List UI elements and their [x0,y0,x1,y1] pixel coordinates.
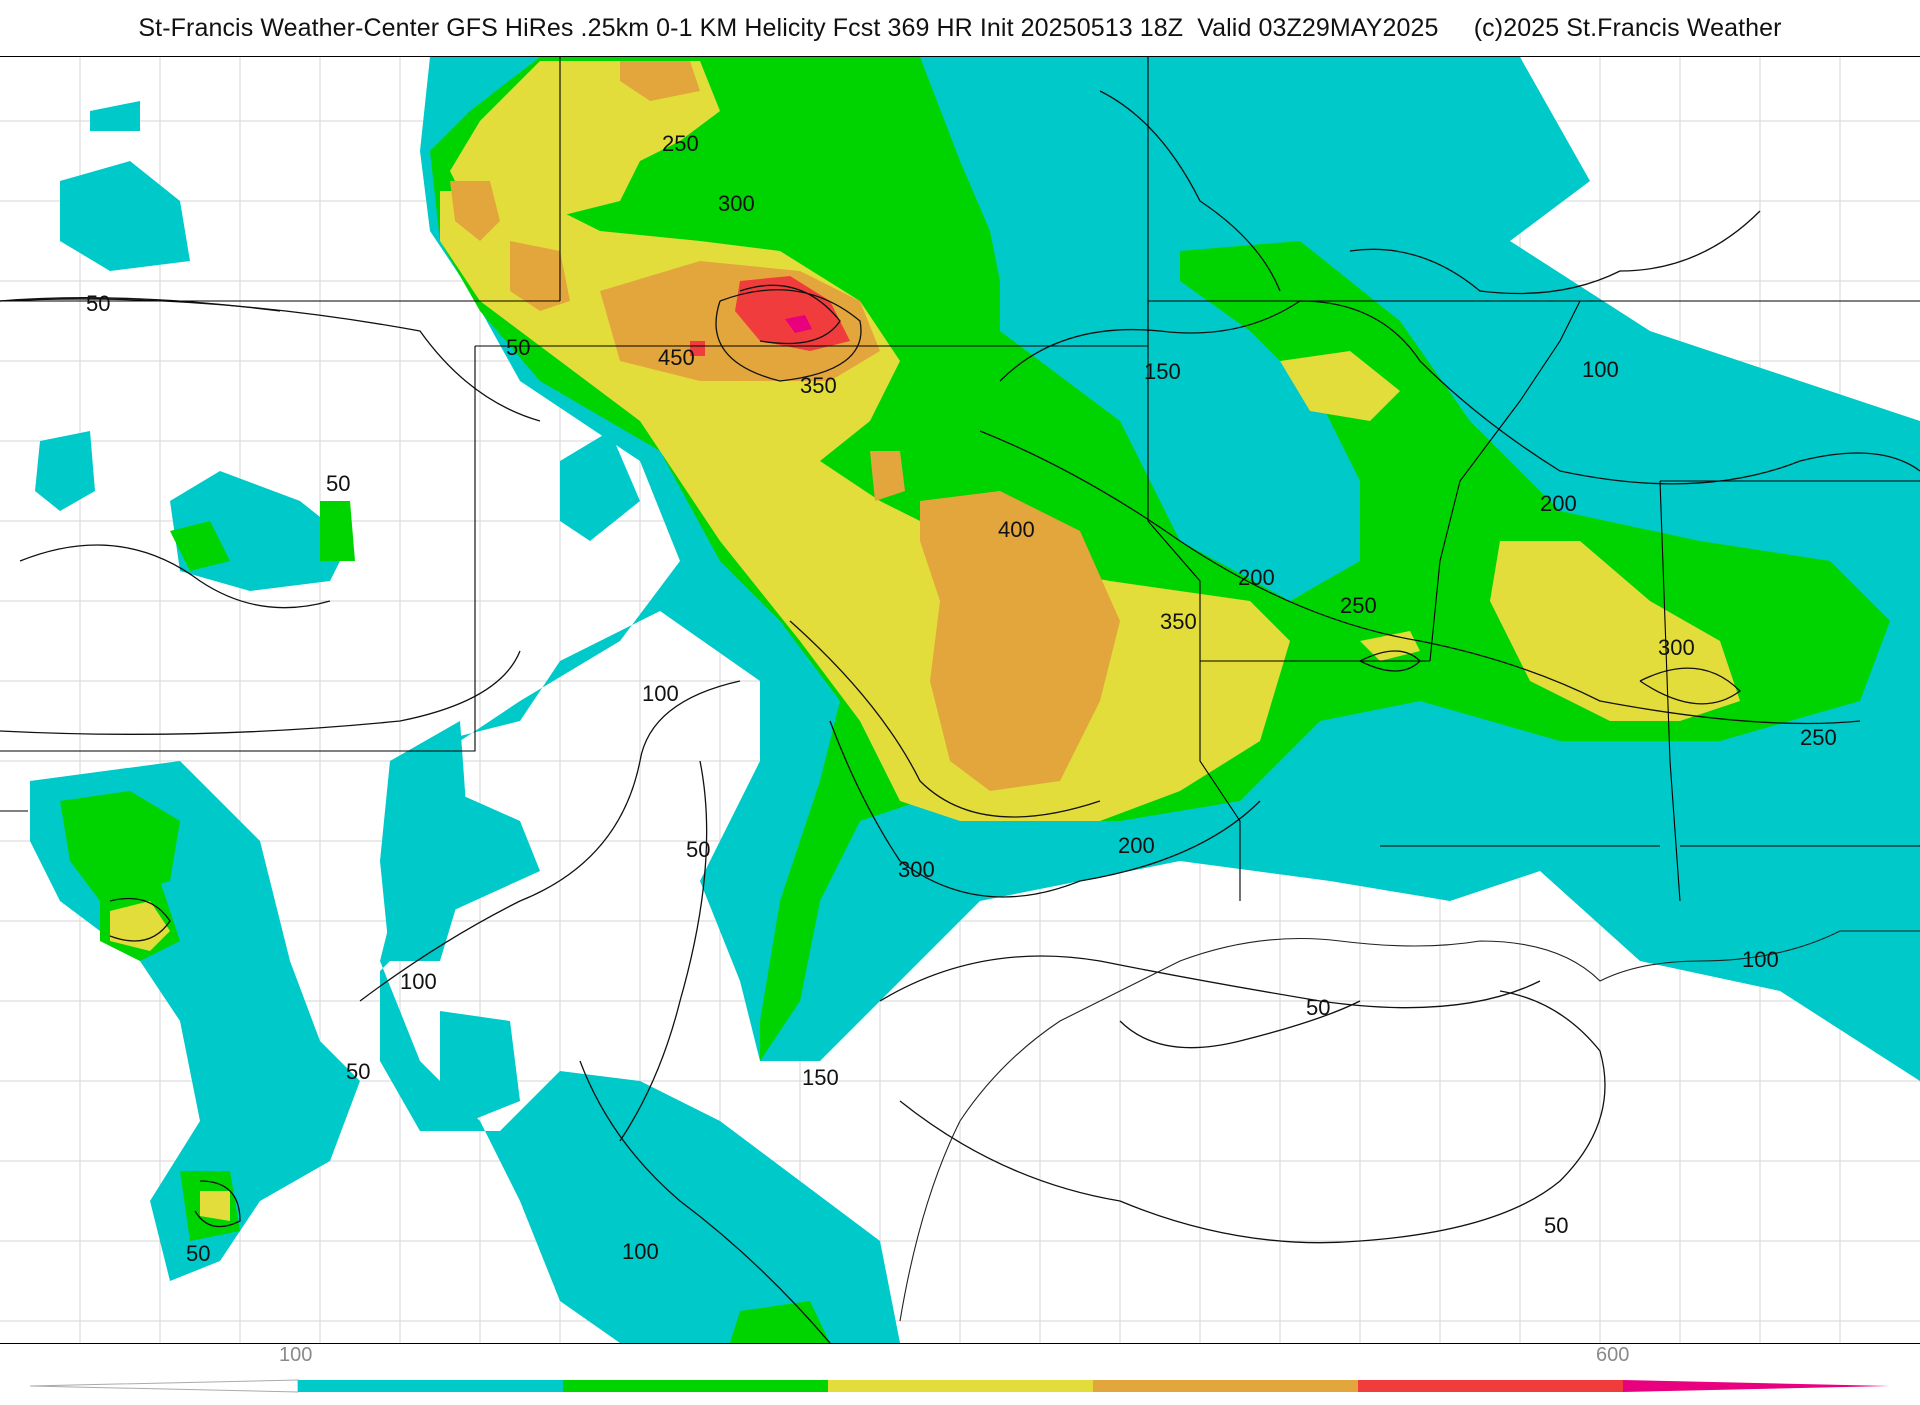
colorbar-segment-yellow [828,1380,1093,1392]
contour-label: 50 [346,1059,370,1084]
colorbar-tick-label: 100 [279,1344,313,1366]
contour-label: 50 [1306,995,1330,1020]
colorbar-segment-orange [1093,1380,1358,1392]
contour-label: 100 [1582,357,1619,382]
contour-label: 50 [506,335,530,360]
contour-lines [0,90,1920,1343]
contour-label: 450 [658,345,695,370]
contour-label: 300 [898,857,935,882]
colorbar-tick-label: 600 [1596,1344,1630,1366]
contour-label: 200 [1118,833,1155,858]
band-magenta [785,315,812,333]
contour-label: 250 [1340,593,1377,618]
contour-label: 50 [326,471,350,496]
contour-label: 50 [186,1241,210,1266]
colorbar-left-tip [29,1379,299,1393]
contour-labels: 250 300 450 350 150 100 50 50 50 400 200… [86,131,1837,1266]
contour-label: 50 [86,291,110,316]
contour-label: 200 [1238,565,1275,590]
contour-label: 100 [1742,947,1779,972]
contour-label: 100 [622,1239,659,1264]
contour-label: 300 [718,191,755,216]
contour-label: 150 [802,1065,839,1090]
contour-label: 250 [1800,725,1837,750]
helicity-map: 250 300 450 350 150 100 50 50 50 400 200… [0,56,1920,1344]
contour-label: 200 [1540,491,1577,516]
contour-label: 250 [662,131,699,156]
contour-label: 50 [1544,1213,1568,1238]
chart-title: St-Francis Weather-Center GFS HiRes .25k… [138,14,1782,42]
contour-label: 300 [1658,635,1695,660]
contour-label: 100 [642,681,679,706]
colorbar-segment-green [563,1380,828,1392]
colorbar-right-tip [1623,1380,1890,1392]
contour-label: 150 [1144,359,1181,384]
contour-label: 50 [686,837,710,862]
colorbar-segment-red [1358,1380,1623,1392]
contour-label: 350 [1160,609,1197,634]
coastline [899,930,1920,1322]
contour-label: 350 [800,373,837,398]
contour-label: 100 [400,969,437,994]
colorbar: 100 600 [0,1344,1920,1400]
band-red [690,276,850,356]
colorbar-segment-cyan [298,1380,563,1392]
state-borders [0,57,1920,902]
contour-label: 400 [998,517,1035,542]
